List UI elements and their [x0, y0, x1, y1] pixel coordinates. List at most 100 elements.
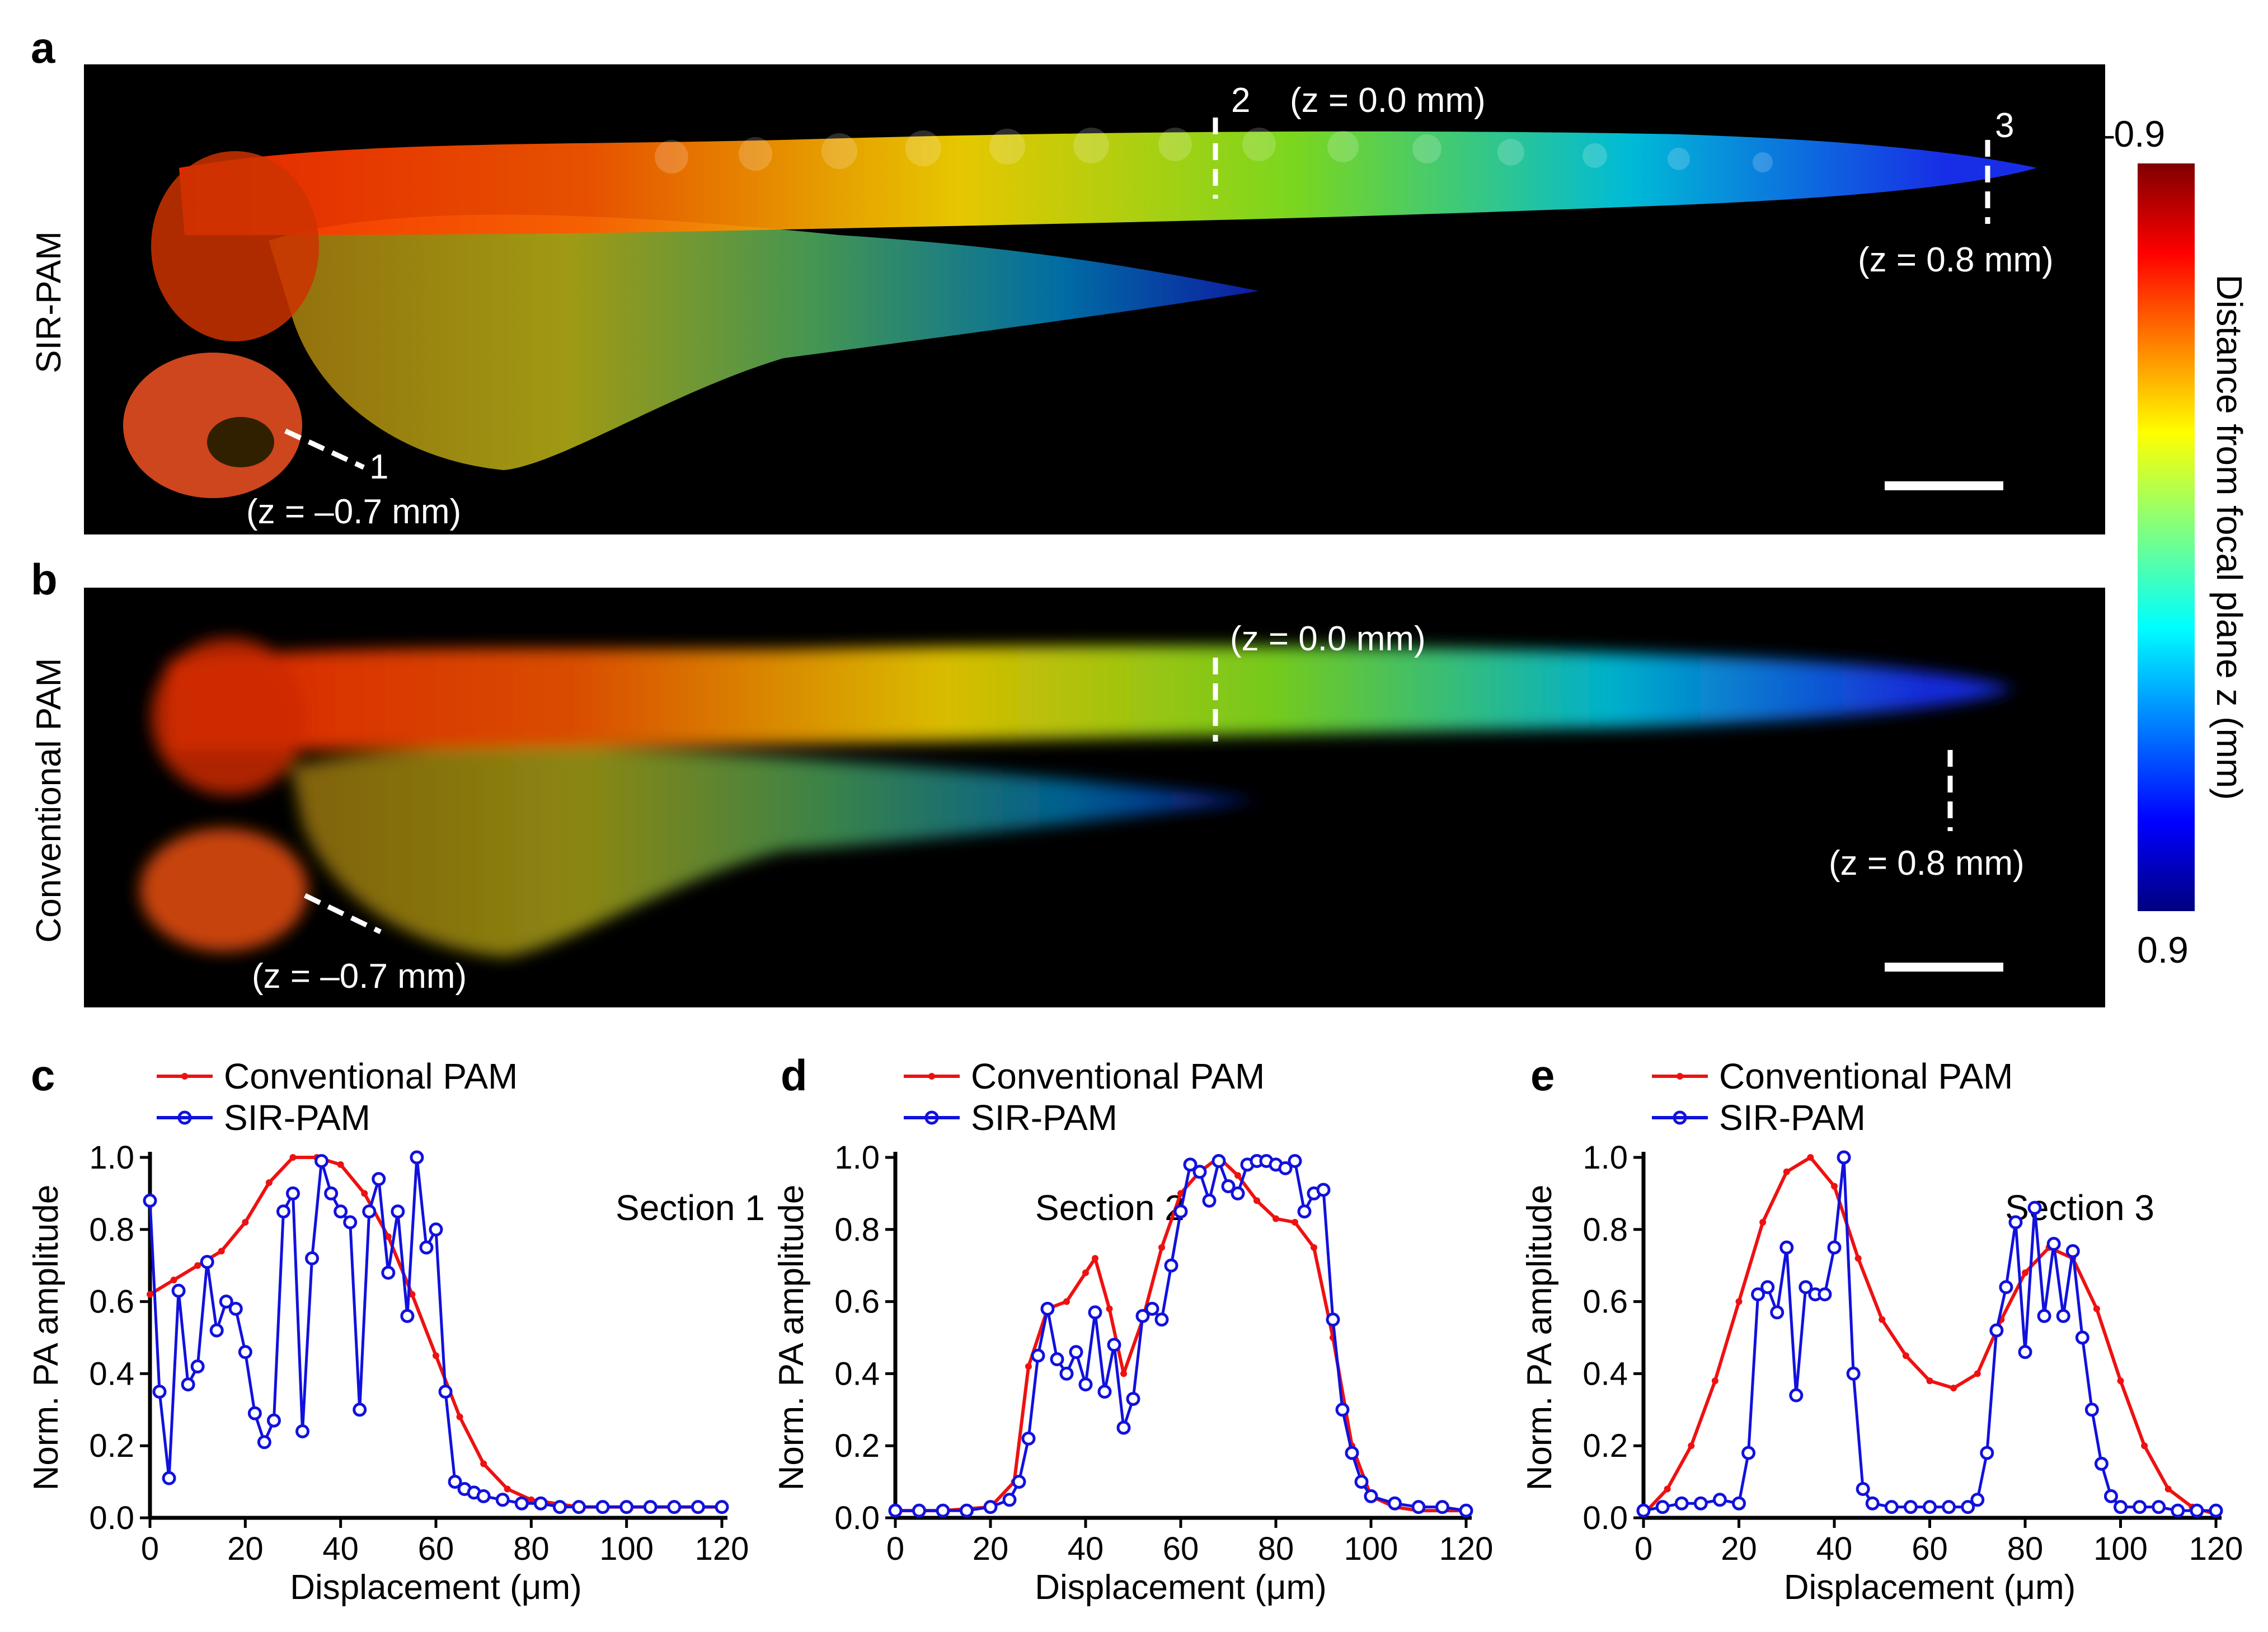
sir-pam-point [181, 1377, 195, 1392]
y-tick-label: 0.4 [1583, 1356, 1628, 1392]
sir-pam-point [362, 1204, 377, 1219]
sir-pam-point [2103, 1489, 2118, 1503]
y-tick-label: 0.8 [1583, 1212, 1628, 1248]
y-tick-label: 0.0 [834, 1500, 880, 1536]
sir-pam-point [257, 1435, 271, 1450]
sir-pam-point [2190, 1503, 2204, 1518]
conventional-pam-point [1807, 1154, 1814, 1161]
sir-pam-point [1192, 1165, 1207, 1179]
sir-pam-point [936, 1503, 950, 1518]
x-tick-label: 60 [1163, 1531, 1199, 1567]
conventional-pam-point [1974, 1370, 1981, 1377]
sir-pam-point [410, 1150, 424, 1165]
sir-pam-point [1459, 1503, 1473, 1518]
sir-pam-point [305, 1251, 320, 1265]
x-tick-label: 20 [1721, 1531, 1757, 1567]
sir-pam-point [1097, 1385, 1112, 1399]
sir-pam-point [2084, 1403, 2099, 1417]
y-tick-label: 0.0 [1583, 1500, 1628, 1536]
legend-label-sir: SIR-PAM [971, 1098, 1117, 1138]
conventional-pam-point [1311, 1244, 1317, 1251]
conventional-pam-point [1106, 1305, 1113, 1312]
series-sir-pam [1636, 1150, 2223, 1518]
sir-pam-point [1050, 1352, 1064, 1367]
sir-pam-point [152, 1385, 167, 1399]
y-axis-label: Norm. PA amplitude [27, 1185, 65, 1491]
conventional-pam-point [1177, 1190, 1184, 1197]
y-tick-label: 0.6 [1583, 1284, 1628, 1320]
conventional-pam-point [1063, 1298, 1070, 1305]
sir-pam-point [1741, 1446, 1756, 1460]
sir-pam-point [2037, 1309, 2051, 1323]
colorbar-title: Distance from focal plane z (mm) [2209, 275, 2250, 800]
sir-pam-point [1961, 1500, 1975, 1514]
sir-pam-point [715, 1500, 729, 1514]
conventional-pam-point [1831, 1183, 1838, 1190]
sir-pam-point [2171, 1503, 2185, 1518]
sir-pam-point [1354, 1475, 1369, 1489]
conventional-pam-point [1879, 1316, 1886, 1323]
z-label-3-b: (z = 0.8 mm) [1829, 844, 2025, 883]
y-tick-label: 0.6 [89, 1284, 134, 1320]
sir-pam-point [1278, 1161, 1293, 1175]
sir-pam-point [983, 1500, 998, 1514]
sir-pam-point [1818, 1287, 1832, 1302]
panel-a: a SIR-PAM 1 (z = –0.7 mm) 2 [30, 23, 2105, 534]
sir-pam-point [2133, 1500, 2147, 1514]
conventional-pam-point [1759, 1218, 1767, 1226]
sir-pam-point [1297, 1204, 1312, 1219]
sir-pam-point [324, 1186, 339, 1200]
sir-pam-point [1031, 1348, 1045, 1363]
sir-pam-point [1942, 1500, 1956, 1514]
line-charts: c Conventional PAMSIR-PAM0.00.20.40.60.81… [27, 1051, 2243, 1607]
sir-pam-point [2056, 1309, 2070, 1323]
panel-label-a: a [31, 23, 55, 72]
conventional-pam-point [1253, 1197, 1260, 1204]
sir-pam-point [1288, 1153, 1302, 1168]
x-tick-label: 40 [1816, 1531, 1853, 1567]
sir-pam-point [1221, 1179, 1236, 1194]
sir-pam-point [1827, 1240, 1842, 1255]
panel-a-ylabel: SIR-PAM [30, 231, 68, 373]
conventional-pam-point [433, 1352, 439, 1359]
panel-label-d: d [781, 1051, 807, 1100]
conventional-pam-point [1092, 1255, 1098, 1262]
x-tick-label: 0 [886, 1531, 904, 1567]
sir-pam-point [1760, 1280, 1775, 1295]
y-tick-label: 0.8 [834, 1212, 880, 1248]
sir-pam-point [514, 1496, 529, 1511]
conventional-pam-point [337, 1161, 344, 1168]
sir-pam-point [1326, 1312, 1340, 1327]
sir-pam-point [266, 1413, 281, 1428]
sir-pam-point [1012, 1475, 1026, 1489]
conventional-pam-point [2093, 1305, 2100, 1312]
sir-pam-point [1636, 1503, 1651, 1518]
z-label-2-a: (z = 0.0 mm) [1290, 81, 1486, 120]
sir-pam-point [1923, 1500, 1937, 1514]
sir-pam-line [895, 1159, 1467, 1512]
sir-pam-point [1980, 1446, 1994, 1460]
x-tick-label: 60 [1912, 1531, 1948, 1567]
sir-pam-point [200, 1255, 214, 1269]
y-tick-label: 0.6 [834, 1284, 880, 1320]
sir-pam-point [495, 1493, 510, 1507]
conventional-pam-point [2117, 1377, 2124, 1385]
x-tick-label: 80 [1258, 1531, 1294, 1567]
sir-pam-point [1789, 1388, 1804, 1403]
sir-pam-point [2152, 1500, 2166, 1514]
panel-label-e: e [1530, 1051, 1555, 1100]
y-tick-label: 0.4 [834, 1356, 880, 1392]
sir-pam-point [912, 1503, 926, 1518]
sir-pam-point [1345, 1446, 1359, 1460]
sir-pam-point [400, 1309, 415, 1323]
conventional-pam-point [408, 1291, 416, 1298]
conventional-pam-point [194, 1262, 201, 1269]
sir-pam-point [1799, 1280, 1813, 1295]
conventional-pam-point [242, 1218, 249, 1226]
sir-pam-point [1231, 1186, 1245, 1200]
conventional-pam-point [289, 1154, 297, 1161]
x-tick-label: 20 [973, 1531, 1009, 1567]
